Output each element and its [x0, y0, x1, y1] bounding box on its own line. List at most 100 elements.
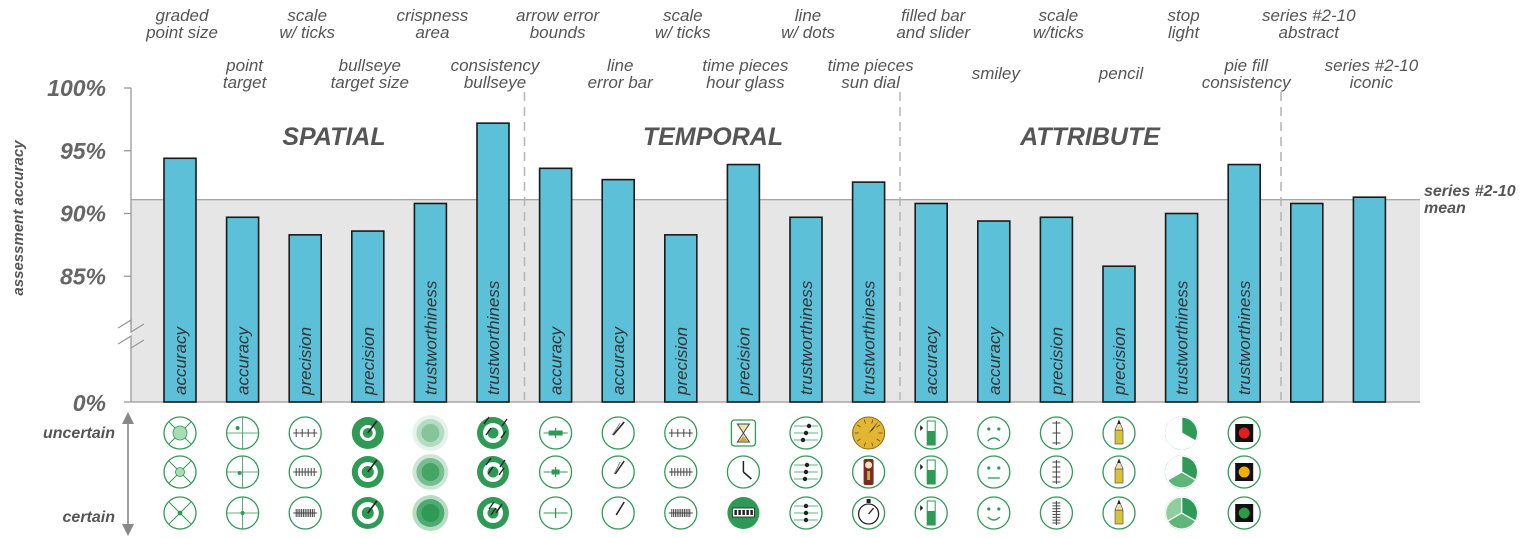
mean-band-fill	[131, 199, 1420, 402]
bar	[601, 178, 636, 403]
bar	[1227, 163, 1261, 403]
filled-bar-icon	[914, 416, 948, 450]
bar-top-label: hour glass	[706, 73, 785, 92]
bar-metric-label: trustworthiness	[484, 280, 503, 395]
bar-top-label: light	[1168, 23, 1200, 42]
bar-top-label: scale	[287, 6, 327, 25]
bar-top-label: series #2-10	[1262, 6, 1356, 25]
y-tick-label: 95%	[60, 138, 106, 164]
uncertain-label: uncertain	[43, 425, 115, 442]
scattered-bullseye-icon	[477, 497, 509, 529]
mean-label: series #2-10	[1424, 183, 1516, 200]
bar-top-label: and slider	[896, 23, 971, 42]
bar	[1039, 216, 1074, 403]
bullseye-icon	[351, 417, 384, 449]
bar-top-label: target	[223, 73, 268, 92]
vertical-scale-icon	[1039, 496, 1074, 530]
arrow-bounds-icon	[538, 496, 573, 530]
bar-top-label: target size	[331, 73, 409, 92]
bar-metric-label: accuracy	[234, 325, 253, 395]
blurred-area-icon	[412, 415, 449, 451]
bar-metric-label: trustworthiness	[421, 280, 440, 395]
line-dots-icon	[789, 496, 823, 530]
bar-top-label: consistency	[451, 56, 541, 75]
scale-ticks-icon	[288, 455, 322, 489]
bullseye-icon	[351, 497, 384, 529]
filled-bar-icon	[914, 496, 948, 530]
bar-top-label: consistency	[1202, 73, 1292, 92]
bar	[350, 230, 385, 403]
arrow-bounds-icon	[538, 455, 573, 489]
scale-ticks-icon	[664, 455, 698, 489]
bar-metric-label: accuracy	[985, 325, 1004, 395]
y-tick-label: 85%	[60, 263, 106, 289]
neutral-face-icon	[977, 455, 1011, 489]
mean-label: mean	[1424, 200, 1466, 217]
bar-top-label: bullseye	[464, 73, 526, 92]
bar	[851, 181, 886, 403]
clock-icon	[726, 455, 761, 489]
bar	[1290, 202, 1324, 403]
bar-top-label: point size	[145, 23, 218, 42]
scale-ticks-icon	[288, 416, 322, 450]
bar	[663, 234, 698, 403]
pie-full-icon	[1164, 496, 1199, 530]
scattered-bullseye-icon	[477, 416, 509, 449]
bar-top-label: stop	[1168, 6, 1200, 25]
bar-metric-label: precision	[734, 327, 753, 396]
section-label: TEMPORAL	[643, 123, 783, 151]
bar-top-label: w/ dots	[781, 23, 835, 42]
stop-light-red-icon	[1227, 416, 1261, 450]
bar	[163, 157, 197, 403]
scattered-bullseye-icon	[477, 456, 509, 488]
bar-top-label: bounds	[530, 23, 586, 42]
bar-top-label: sun dial	[841, 73, 901, 92]
y-tick-label: 0%	[73, 390, 106, 416]
row-labels: uncertain certain	[43, 412, 134, 536]
bar-top-label: line	[607, 56, 633, 75]
bar-top-label: time pieces	[828, 56, 914, 75]
bar-metric-label: precision	[296, 327, 315, 396]
pencil-icon	[1102, 416, 1136, 450]
pencil-icon	[1102, 455, 1136, 489]
bar	[914, 202, 949, 403]
bar-top-label: area	[415, 23, 449, 42]
bar-top-label: series #2-10	[1325, 56, 1419, 75]
y-tick-label: 90%	[60, 201, 106, 227]
bar-top-label: error bar	[588, 73, 655, 92]
pie-one-third-icon	[1164, 416, 1199, 450]
bar-metric-label: precision	[672, 327, 691, 396]
bar-top-label: point	[225, 56, 264, 75]
line-error-icon	[601, 416, 635, 450]
graded-point-icon	[163, 496, 197, 530]
bar	[413, 202, 448, 403]
bar-top-label: iconic	[1350, 73, 1394, 92]
bar	[789, 216, 823, 403]
vertical-scale-icon	[1039, 416, 1074, 450]
line-error-icon	[601, 455, 635, 489]
vertical-scale-icon	[1039, 455, 1074, 489]
bar-top-label: scale	[663, 6, 703, 25]
bar-metric-label: trustworthiness	[860, 280, 879, 395]
bar	[225, 216, 260, 403]
bar-top-label: abstract	[1279, 23, 1341, 42]
graded-point-icon	[163, 416, 197, 450]
bar	[1164, 212, 1199, 403]
y-axis: 100% 95% 90% 85% 0% assessment accuracy	[10, 75, 1420, 416]
scale-ticks-icon	[288, 496, 322, 530]
bars: accuracy accuracy precision precision trustw…	[163, 122, 1387, 403]
pencil-icon	[1102, 496, 1136, 530]
solid-area-icon	[412, 495, 449, 531]
bar-metric-label: trustworthiness	[1235, 280, 1254, 395]
arrow-head-up	[122, 412, 134, 424]
bar	[288, 234, 323, 403]
bar-top-label: bullseye	[339, 56, 401, 75]
happy-face-icon	[977, 496, 1011, 530]
stopwatch-icon	[851, 496, 886, 530]
point-target-icon	[225, 496, 260, 530]
icon-grid	[163, 415, 1261, 531]
y-axis-label: assessment accuracy	[10, 140, 27, 296]
bar-top-label: pencil	[1098, 64, 1145, 83]
